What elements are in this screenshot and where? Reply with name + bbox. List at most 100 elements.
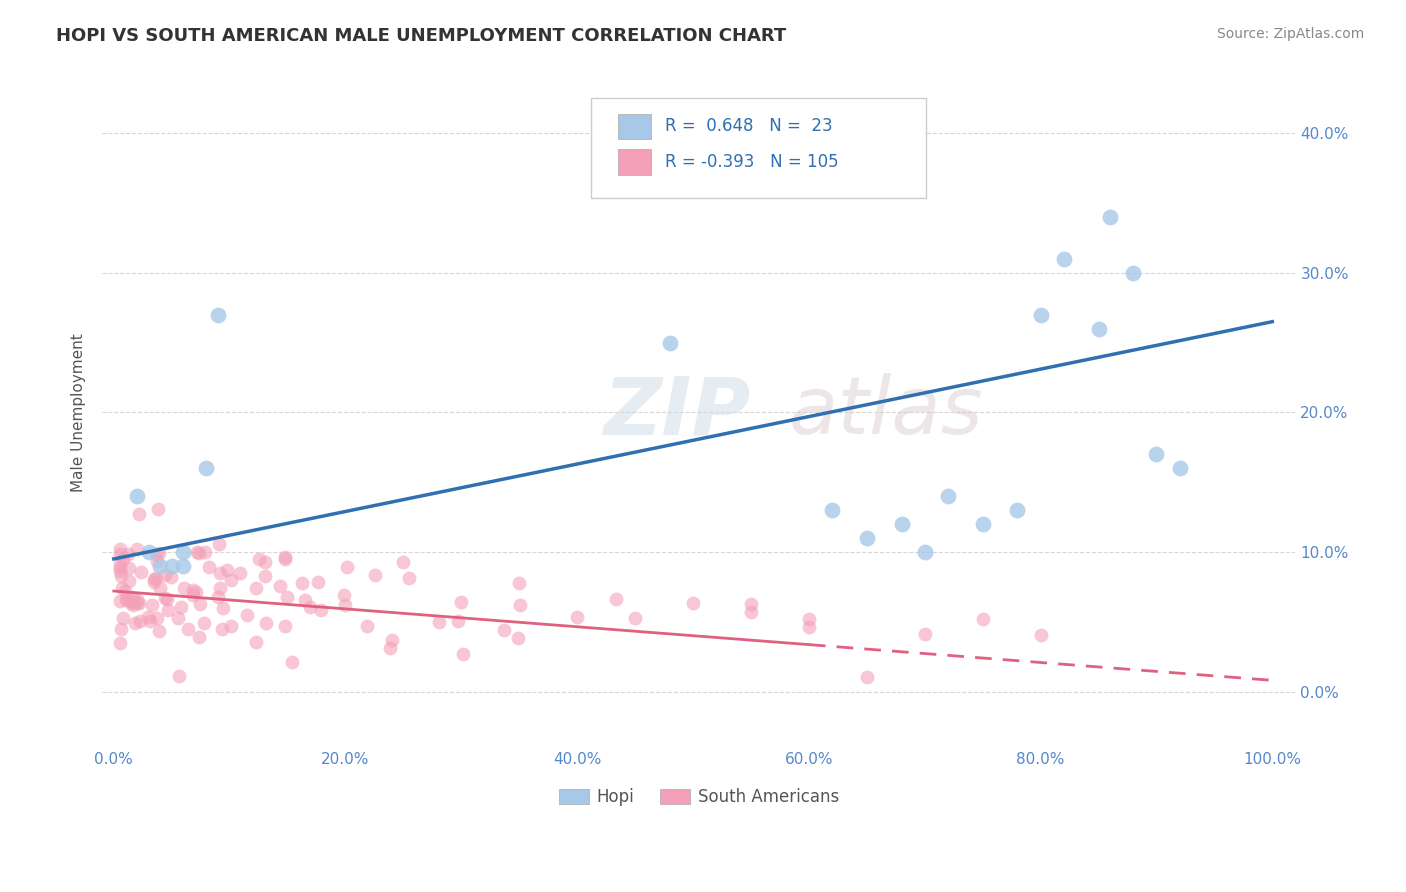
Point	[856, 531, 879, 545]
FancyBboxPatch shape	[592, 97, 925, 198]
Point	[131, 565, 153, 579]
Point	[139, 614, 162, 628]
Point	[114, 584, 136, 599]
Point	[658, 335, 681, 350]
Point	[208, 537, 231, 551]
Point	[207, 590, 229, 604]
Point	[1007, 503, 1029, 517]
Point	[127, 542, 149, 557]
Point	[128, 614, 150, 628]
Point	[149, 558, 172, 573]
Point	[624, 610, 647, 624]
Point	[110, 581, 132, 595]
Point	[167, 611, 190, 625]
Point	[290, 576, 312, 591]
Point	[195, 461, 218, 475]
Point	[392, 555, 415, 569]
Point	[797, 612, 820, 626]
Point	[111, 611, 134, 625]
Point	[146, 502, 169, 516]
Point	[108, 565, 131, 579]
Point	[378, 640, 401, 655]
Point	[125, 593, 148, 607]
Text: R = -0.393   N = 105: R = -0.393 N = 105	[665, 153, 839, 171]
Text: Source: ZipAtlas.com: Source: ZipAtlas.com	[1216, 27, 1364, 41]
Point	[215, 564, 238, 578]
Point	[740, 605, 762, 619]
Point	[128, 597, 150, 611]
Point	[160, 558, 183, 573]
Point	[294, 593, 316, 607]
Point	[141, 598, 163, 612]
FancyBboxPatch shape	[617, 113, 651, 139]
Point	[194, 545, 217, 559]
Point	[281, 655, 304, 669]
Point	[155, 567, 177, 582]
Point	[364, 568, 387, 582]
Point	[169, 669, 191, 683]
Point	[145, 547, 167, 561]
Point	[186, 545, 208, 559]
Point	[797, 620, 820, 634]
Point	[122, 598, 145, 612]
Point	[153, 591, 176, 606]
Point	[108, 560, 131, 574]
Point	[211, 622, 233, 636]
Point	[198, 559, 221, 574]
Point	[508, 631, 530, 645]
Point	[138, 609, 160, 624]
Point	[108, 636, 131, 650]
FancyBboxPatch shape	[617, 149, 651, 175]
Point	[856, 670, 879, 684]
Point	[184, 585, 207, 599]
Point	[254, 615, 277, 630]
Point	[336, 559, 359, 574]
Point	[333, 588, 356, 602]
Point	[108, 558, 131, 572]
Point	[108, 542, 131, 557]
Point	[207, 308, 229, 322]
Point	[1122, 266, 1144, 280]
Point	[740, 598, 762, 612]
Point	[193, 615, 215, 630]
Point	[156, 591, 179, 606]
Point	[936, 489, 959, 503]
Point	[221, 619, 243, 633]
Point	[149, 581, 172, 595]
Point	[117, 547, 139, 561]
Text: R =  0.648   N =  23: R = 0.648 N = 23	[665, 118, 832, 136]
Point	[1053, 252, 1076, 266]
Point	[254, 555, 277, 569]
Point	[914, 545, 936, 559]
Point	[508, 575, 530, 590]
Point	[146, 611, 169, 625]
Point	[108, 547, 131, 561]
Point	[605, 592, 627, 607]
Point	[273, 619, 295, 633]
Point	[1099, 210, 1122, 224]
Point	[148, 545, 170, 559]
Point	[148, 624, 170, 638]
Point	[356, 619, 378, 633]
Point	[1087, 321, 1109, 335]
Point	[142, 575, 165, 590]
Point	[124, 615, 146, 630]
Point	[494, 623, 516, 637]
Point	[276, 590, 298, 604]
Point	[181, 583, 204, 598]
Point	[173, 581, 195, 595]
Point	[247, 552, 270, 566]
Point	[427, 615, 450, 629]
Point	[309, 603, 332, 617]
Point	[212, 601, 235, 615]
Point	[120, 593, 142, 607]
Point	[245, 581, 267, 595]
Point	[273, 552, 295, 566]
Point	[170, 600, 193, 615]
Point	[127, 597, 149, 611]
Point	[447, 614, 470, 628]
Point	[172, 558, 194, 573]
Point	[236, 608, 259, 623]
Point	[188, 597, 211, 611]
Point	[208, 566, 231, 581]
